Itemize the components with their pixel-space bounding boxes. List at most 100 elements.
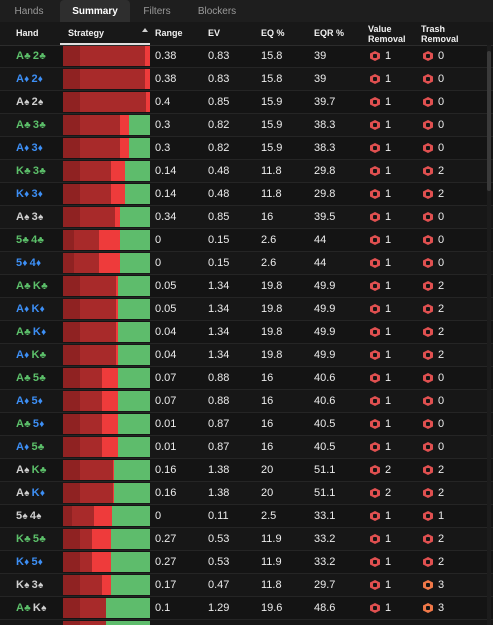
card-rank: 4 — [29, 257, 36, 269]
column-header-value-removal[interactable]: Value Removal — [368, 24, 406, 44]
strategy-segment-bet-large — [80, 69, 145, 89]
eq-cell: 15.8 — [261, 73, 283, 85]
trash-removal-icon — [423, 281, 433, 291]
suit-icon: ♦ — [37, 74, 44, 85]
table-row[interactable]: K♣ 5♣ 0.27 0.53 11.9 33.2 1 2 — [0, 528, 493, 551]
scrollbar-thumb[interactable] — [487, 51, 491, 191]
strategy-segment-fold — [124, 184, 150, 204]
table-row[interactable]: A♦ 5♣ 0.01 0.87 16 40.5 1 0 — [0, 436, 493, 459]
badge-center — [373, 146, 377, 150]
column-header-range[interactable]: Range — [155, 28, 183, 38]
suit-icon: ♣ — [24, 166, 31, 177]
trash-removal-count: 0 — [438, 418, 445, 430]
eq-cell: 19.6 — [261, 620, 282, 625]
table-row[interactable]: A♣ 5♦ 0.01 0.87 16 40.5 1 0 — [0, 413, 493, 436]
value-removal-icon — [370, 396, 380, 406]
tab-hands[interactable]: Hands — [14, 6, 44, 17]
value-removal-icon — [370, 327, 380, 337]
card-rank: 5 — [16, 234, 23, 246]
trash-removal-count: 2 — [438, 165, 445, 177]
trash-removal-icon — [423, 373, 433, 383]
badge-center — [373, 100, 377, 104]
badge-center — [426, 284, 430, 288]
eqr-cell: 29.8 — [314, 165, 336, 177]
column-header-ev[interactable]: EV — [208, 28, 221, 38]
vertical-scrollbar[interactable] — [487, 45, 491, 625]
strategy-segment-bet-large — [80, 368, 103, 388]
eq-cell: 15.8 — [261, 50, 283, 62]
value-removal-icon — [370, 212, 380, 222]
column-header-strategy[interactable]: Strategy — [68, 28, 105, 38]
suit-icon: ♣ — [39, 350, 47, 361]
tab-blockers[interactable]: Blockers — [197, 6, 237, 17]
tab-filters[interactable]: Filters — [143, 6, 171, 17]
table-row[interactable]: A♣ 2♣ 0.38 0.83 15.8 39 1 0 — [0, 45, 493, 68]
hand-cell: A♦ 5♦ — [16, 390, 43, 412]
ev-cell: 0.83 — [208, 50, 230, 62]
column-header-eq[interactable]: EQ % — [261, 28, 285, 38]
suit-icon: ♦ — [37, 557, 44, 568]
value-removal-count: 1 — [385, 73, 392, 85]
trash-removal-icon — [423, 166, 433, 176]
range-cell: 0.16 — [155, 487, 177, 499]
strategy-bar — [63, 391, 150, 411]
card-rank: 5 — [32, 372, 40, 384]
table-row[interactable]: A♦K♠ 0.1 1.29 19.6 48.6 1 3 — [0, 620, 493, 625]
value-removal-count: 1 — [385, 510, 392, 522]
card-rank: A — [16, 418, 25, 430]
table-row[interactable]: A♦ 2♦ 0.38 0.83 15.8 39 1 0 — [0, 68, 493, 91]
table-row[interactable]: K♦ 3♦ 0.14 0.48 11.8 29.8 1 2 — [0, 183, 493, 206]
table-row[interactable]: 5♠ 4♠ 0 0.11 2.5 33.1 1 1 — [0, 505, 493, 528]
suit-icon: ♠ — [24, 97, 30, 108]
table-row[interactable]: A♣ K♦ 0.04 1.34 19.8 49.9 1 2 — [0, 321, 493, 344]
trash-removal-icon — [423, 97, 433, 107]
column-header-hand[interactable]: Hand — [16, 28, 39, 38]
column-header-trash-removal[interactable]: Trash Removal — [421, 24, 459, 44]
eq-cell: 2.5 — [261, 510, 277, 522]
table-row[interactable]: K♣ 3♣ 0.14 0.48 11.8 29.8 1 2 — [0, 160, 493, 183]
table-row[interactable]: A♦ 3♦ 0.3 0.82 15.9 38.3 1 0 — [0, 137, 493, 160]
table-row[interactable]: A♣ K♠ 0.1 1.29 19.6 48.6 1 3 — [0, 597, 493, 620]
eqr-cell: 40.6 — [314, 395, 336, 407]
table-row[interactable]: A♣ K♣ 0.05 1.34 19.8 49.9 1 2 — [0, 275, 493, 298]
table-row[interactable]: 5♦ 4♦ 0 0.15 2.6 44 1 0 — [0, 252, 493, 275]
column-header-removal-label: Removal — [368, 34, 406, 44]
table-row[interactable]: A♠ K♦ 0.16 1.38 20 51.1 2 2 — [0, 482, 493, 505]
strategy-bar — [63, 138, 150, 158]
table-row[interactable]: A♠ 2♠ 0.4 0.85 15.9 39.7 1 0 — [0, 91, 493, 114]
strategy-bar — [63, 575, 150, 595]
sort-ascending-icon[interactable] — [142, 28, 148, 32]
badge-center — [373, 330, 377, 334]
trash-removal-count: 0 — [438, 257, 445, 269]
strategy-bar — [63, 506, 150, 526]
table-row[interactable]: A♠ 3♠ 0.34 0.85 16 39.5 1 0 — [0, 206, 493, 229]
strategy-segment-bet-large — [80, 575, 103, 595]
strategy-segment-check — [63, 322, 81, 342]
ev-cell: 0.11 — [208, 510, 229, 522]
ev-cell: 0.85 — [208, 96, 230, 108]
table-row[interactable]: 5♣ 4♣ 0 0.15 2.6 44 1 0 — [0, 229, 493, 252]
badge-center — [373, 422, 377, 426]
suit-icon: ♠ — [22, 511, 28, 522]
tab-summary[interactable]: Summary — [60, 0, 130, 22]
table-row[interactable]: A♠ K♣ 0.16 1.38 20 51.1 2 2 — [0, 459, 493, 482]
eqr-cell: 39.7 — [314, 96, 336, 108]
column-header-eqr[interactable]: EQR % — [314, 28, 345, 38]
eq-cell: 16 — [261, 418, 274, 430]
card-rank: 3 — [31, 579, 38, 591]
strategy-segment-check — [63, 207, 81, 227]
card-rank: A — [16, 464, 25, 476]
badge-center — [426, 123, 430, 127]
strategy-bar — [63, 299, 150, 319]
value-removal-count: 1 — [385, 533, 392, 545]
hand-cell: A♦ 2♦ — [16, 68, 43, 90]
table-row[interactable]: A♦ 5♦ 0.07 0.88 16 40.6 1 0 — [0, 390, 493, 413]
table-row[interactable]: A♣ 3♣ 0.3 0.82 15.9 38.3 1 0 — [0, 114, 493, 137]
trash-removal-icon — [423, 488, 433, 498]
table-row[interactable]: K♠ 3♠ 0.17 0.47 11.8 29.7 1 3 — [0, 574, 493, 597]
strategy-segment-check — [63, 552, 81, 572]
table-row[interactable]: A♦ K♦ 0.05 1.34 19.8 49.9 1 2 — [0, 298, 493, 321]
table-row[interactable]: K♦ 5♦ 0.27 0.53 11.9 33.2 1 2 — [0, 551, 493, 574]
table-row[interactable]: A♣ 5♣ 0.07 0.88 16 40.6 1 0 — [0, 367, 493, 390]
table-row[interactable]: A♦ K♣ 0.04 1.34 19.8 49.9 1 2 — [0, 344, 493, 367]
